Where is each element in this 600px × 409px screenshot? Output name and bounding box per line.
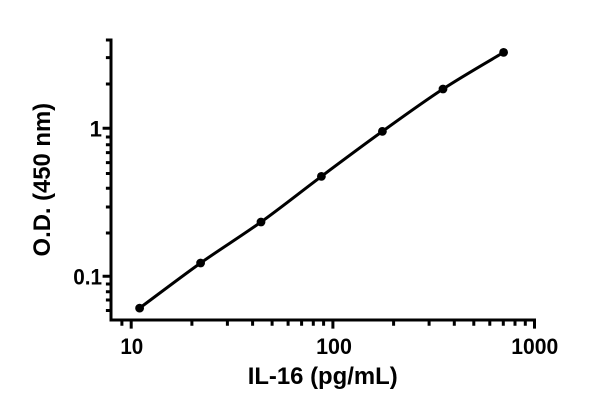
svg-text:1000: 1000	[511, 334, 558, 359]
svg-text:O.D. (450 nm): O.D. (450 nm)	[29, 103, 56, 257]
svg-text:IL-16 (pg/mL): IL-16 (pg/mL)	[248, 363, 398, 390]
svg-text:10: 10	[120, 334, 143, 359]
svg-text:1: 1	[90, 117, 102, 142]
svg-text:100: 100	[316, 334, 352, 359]
svg-text:0.1: 0.1	[73, 264, 102, 289]
